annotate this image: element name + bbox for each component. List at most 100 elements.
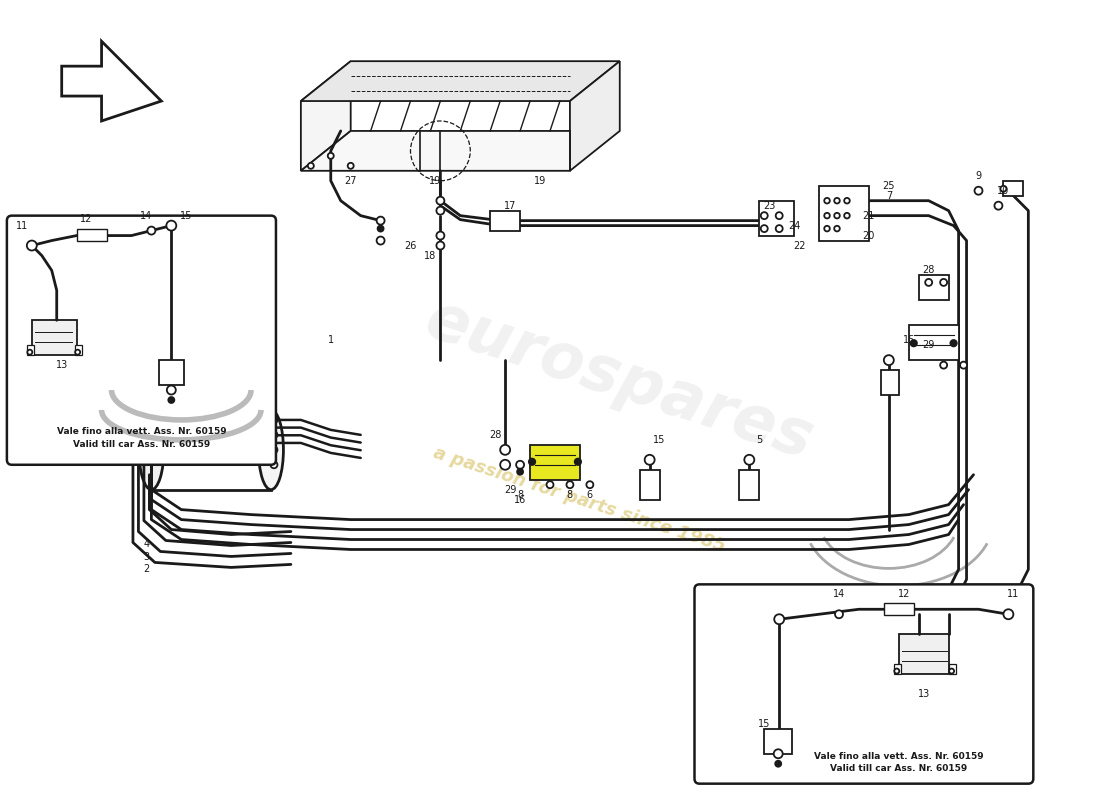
- Circle shape: [1000, 186, 1006, 192]
- Circle shape: [776, 212, 783, 219]
- Text: 18: 18: [425, 250, 437, 261]
- Circle shape: [960, 362, 967, 369]
- Circle shape: [950, 340, 957, 346]
- Circle shape: [271, 417, 277, 423]
- Text: 13: 13: [917, 689, 930, 699]
- Circle shape: [328, 153, 333, 159]
- Circle shape: [348, 163, 354, 169]
- Circle shape: [167, 386, 176, 394]
- Circle shape: [376, 217, 385, 225]
- Circle shape: [147, 226, 155, 234]
- Text: 4: 4: [143, 539, 150, 550]
- Text: 20: 20: [862, 230, 876, 241]
- Circle shape: [500, 445, 510, 455]
- Text: 15: 15: [653, 435, 666, 445]
- Bar: [883, 603, 914, 615]
- Circle shape: [437, 206, 444, 214]
- Text: 8: 8: [566, 490, 573, 500]
- Text: 10: 10: [998, 186, 1010, 196]
- Text: 23: 23: [763, 201, 776, 210]
- Text: 26: 26: [405, 241, 417, 250]
- Circle shape: [75, 350, 80, 354]
- Text: 7: 7: [886, 190, 892, 201]
- Circle shape: [844, 198, 850, 203]
- Bar: [152, 410, 271, 490]
- Bar: [530, 445, 580, 480]
- Circle shape: [271, 446, 277, 454]
- Bar: [909, 326, 958, 360]
- Text: 11: 11: [15, 221, 28, 230]
- Text: 28: 28: [490, 430, 502, 440]
- Text: 14: 14: [141, 210, 153, 221]
- Text: 14: 14: [833, 590, 845, 599]
- Polygon shape: [62, 42, 162, 121]
- Circle shape: [168, 397, 174, 403]
- Text: a passion for parts since 1985: a passion for parts since 1985: [431, 444, 728, 555]
- Text: 22: 22: [793, 241, 805, 250]
- Text: 29: 29: [923, 340, 935, 350]
- Circle shape: [308, 163, 314, 169]
- Circle shape: [884, 606, 893, 614]
- Text: 15: 15: [903, 335, 915, 346]
- Circle shape: [824, 213, 829, 218]
- Text: 9: 9: [976, 170, 981, 181]
- Circle shape: [844, 213, 850, 218]
- Circle shape: [566, 482, 573, 488]
- Bar: [77, 229, 107, 241]
- Bar: [894, 664, 901, 674]
- Bar: [160, 360, 185, 385]
- Circle shape: [940, 279, 947, 286]
- Text: Valid till car Ass. Nr. 60159: Valid till car Ass. Nr. 60159: [73, 440, 210, 450]
- Circle shape: [883, 355, 894, 365]
- Circle shape: [824, 198, 829, 203]
- Text: 8: 8: [517, 490, 524, 500]
- Circle shape: [911, 340, 917, 346]
- Bar: [820, 186, 869, 241]
- Circle shape: [271, 431, 277, 438]
- Circle shape: [949, 669, 954, 674]
- Circle shape: [774, 614, 784, 624]
- Circle shape: [834, 198, 839, 203]
- Circle shape: [645, 455, 654, 465]
- Bar: [918, 275, 948, 300]
- Circle shape: [586, 482, 593, 488]
- Circle shape: [78, 231, 86, 239]
- Circle shape: [905, 606, 913, 614]
- Circle shape: [776, 225, 783, 232]
- Circle shape: [574, 458, 581, 465]
- Circle shape: [547, 482, 553, 488]
- Text: eurospares: eurospares: [418, 288, 822, 472]
- Text: 19: 19: [429, 176, 441, 186]
- Text: 5: 5: [756, 435, 762, 445]
- Circle shape: [925, 279, 932, 286]
- FancyBboxPatch shape: [694, 584, 1033, 784]
- Text: 28: 28: [923, 266, 935, 275]
- Circle shape: [500, 460, 510, 470]
- Text: 12: 12: [80, 214, 92, 224]
- Circle shape: [761, 225, 768, 232]
- Text: 6: 6: [586, 490, 593, 500]
- Polygon shape: [301, 61, 619, 101]
- Text: 12: 12: [898, 590, 910, 599]
- Circle shape: [975, 186, 982, 194]
- Text: 25: 25: [882, 181, 895, 190]
- Text: Vale fino alla vett. Ass. Nr. 60159: Vale fino alla vett. Ass. Nr. 60159: [814, 752, 983, 762]
- Text: 19: 19: [534, 176, 547, 186]
- Bar: [26, 345, 34, 355]
- Circle shape: [773, 750, 783, 758]
- Text: Valid till car Ass. Nr. 60159: Valid till car Ass. Nr. 60159: [830, 764, 967, 774]
- Circle shape: [517, 469, 524, 474]
- Circle shape: [529, 458, 536, 465]
- Bar: [881, 370, 899, 395]
- Circle shape: [516, 461, 524, 469]
- Polygon shape: [570, 61, 619, 170]
- Text: 17: 17: [504, 201, 516, 210]
- Bar: [759, 201, 794, 235]
- Bar: [32, 320, 77, 355]
- Circle shape: [437, 197, 444, 205]
- Polygon shape: [301, 61, 351, 170]
- Circle shape: [26, 241, 36, 250]
- Bar: [739, 470, 759, 500]
- Circle shape: [834, 226, 839, 231]
- Circle shape: [994, 202, 1002, 210]
